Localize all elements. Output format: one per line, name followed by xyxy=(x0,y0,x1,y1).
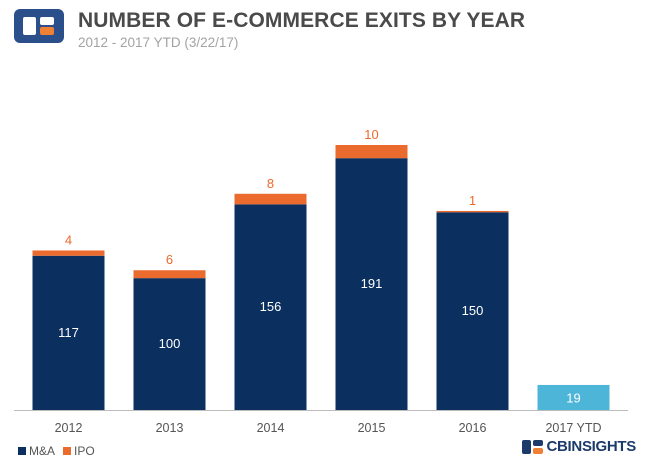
data-label-ma: 150 xyxy=(462,303,484,318)
data-label-ipo: 4 xyxy=(65,232,72,247)
chart-subtitle: 2012 - 2017 YTD (3/22/17) xyxy=(78,35,239,50)
data-label-ma: 117 xyxy=(58,325,79,340)
x-tick-label: 2012 xyxy=(55,421,83,435)
cb-insights-brand: CB INSIGHTS xyxy=(522,438,636,455)
x-tick-label: 2013 xyxy=(156,421,184,435)
bar-ma xyxy=(335,158,408,410)
bar-ma xyxy=(436,212,509,410)
bar-ipo xyxy=(234,193,307,205)
legend: M&A IPO xyxy=(18,444,103,458)
bar-ma xyxy=(234,204,307,410)
cb-insights-logo-icon xyxy=(14,9,64,43)
data-label-ma: 100 xyxy=(159,336,181,351)
data-label-total: 19 xyxy=(566,390,580,405)
data-label-ipo: 1 xyxy=(469,193,476,208)
legend-swatch-ipo xyxy=(63,447,72,455)
cb-brand-icon xyxy=(522,439,544,454)
data-label-ipo: 10 xyxy=(364,127,378,142)
brand-cb-text: CB xyxy=(546,438,568,455)
legend-swatch-ma xyxy=(18,447,26,455)
bar-ma xyxy=(32,255,105,410)
bar-ipo xyxy=(335,145,408,159)
x-tick-label: 2017 YTD xyxy=(545,421,601,435)
bar-ma xyxy=(133,278,206,410)
x-tick-label: 2014 xyxy=(257,421,285,435)
data-label-ipo: 8 xyxy=(267,176,274,191)
bar-ipo xyxy=(32,250,105,256)
legend-label-ipo: IPO xyxy=(74,444,95,458)
x-tick-label: 2016 xyxy=(459,421,487,435)
data-label-ma: 191 xyxy=(361,276,383,291)
bar-ipo xyxy=(133,270,206,279)
data-label-ipo: 6 xyxy=(166,252,173,267)
legend-label-ma: M&A xyxy=(29,444,56,458)
legend-item-ma: M&A xyxy=(18,444,55,458)
data-label-ma: 156 xyxy=(260,299,282,314)
legend-item-ipo: IPO xyxy=(63,444,95,458)
bar-ipo xyxy=(436,210,509,213)
brand-insights-text: INSIGHTS xyxy=(567,438,637,455)
bar-total xyxy=(537,384,610,410)
chart-title: NUMBER OF E-COMMERCE EXITS BY YEAR xyxy=(78,9,526,32)
x-tick-label: 2015 xyxy=(358,421,386,435)
